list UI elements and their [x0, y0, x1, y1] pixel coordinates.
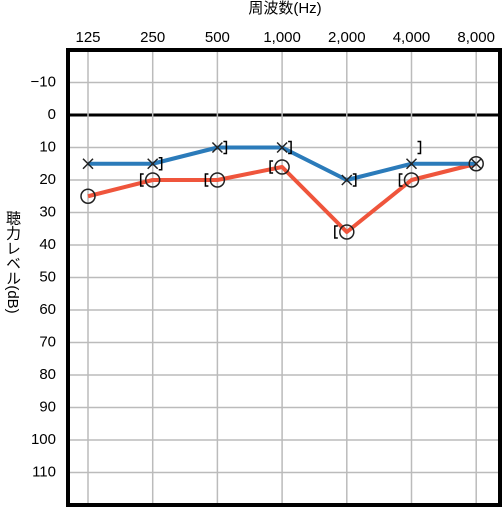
- x-tick-label: 125: [75, 29, 100, 46]
- point: [288, 140, 292, 155]
- point: [403, 172, 420, 188]
- y-tick-label: 70: [39, 333, 56, 350]
- point: [274, 159, 290, 175]
- point: [209, 172, 226, 188]
- y-tick-label: 20: [39, 171, 56, 188]
- point: [468, 156, 484, 172]
- point: [158, 157, 163, 171]
- y-axis-label: 聴力レベル(dB): [4, 210, 21, 313]
- x-tick-label: 4,000: [393, 29, 431, 46]
- x-tick-label: 500: [205, 29, 230, 46]
- point: [204, 173, 209, 187]
- x-tick-label: 250: [140, 29, 165, 46]
- point: [82, 158, 94, 170]
- y-tick-label: 50: [39, 268, 56, 285]
- chart-title: 周波数(Hz): [248, 0, 321, 17]
- y-tick-label: 80: [39, 366, 56, 383]
- x-tick-label: 8,000: [457, 29, 495, 46]
- y-tick-label: 10: [39, 138, 56, 155]
- y-tick-label: 60: [39, 301, 56, 318]
- y-tick-label: 30: [39, 203, 56, 220]
- y-tick-label: −10: [31, 73, 56, 90]
- point: [147, 158, 159, 170]
- point: [405, 158, 418, 170]
- plot-frame: [66, 48, 502, 507]
- x-tick-label: 2,000: [328, 29, 366, 46]
- point: [341, 174, 353, 186]
- point: [334, 225, 338, 239]
- point: [139, 173, 144, 187]
- y-tick-label: 40: [39, 236, 56, 253]
- series-line: [87, 161, 477, 234]
- y-tick-label: 110: [32, 463, 56, 480]
- point: [470, 158, 482, 170]
- point: [417, 140, 422, 155]
- point: [276, 141, 288, 154]
- point: [80, 188, 96, 204]
- y-tick-label: 90: [39, 398, 56, 415]
- point: [352, 173, 357, 187]
- x-tick-label: 1,000: [263, 29, 301, 46]
- y-tick-label: 100: [31, 431, 56, 448]
- y-tick-label: 0: [48, 106, 56, 123]
- point: [144, 172, 161, 188]
- point: [223, 140, 228, 155]
- point: [269, 160, 274, 174]
- point: [211, 141, 223, 154]
- point: [398, 173, 403, 187]
- point: [339, 224, 355, 240]
